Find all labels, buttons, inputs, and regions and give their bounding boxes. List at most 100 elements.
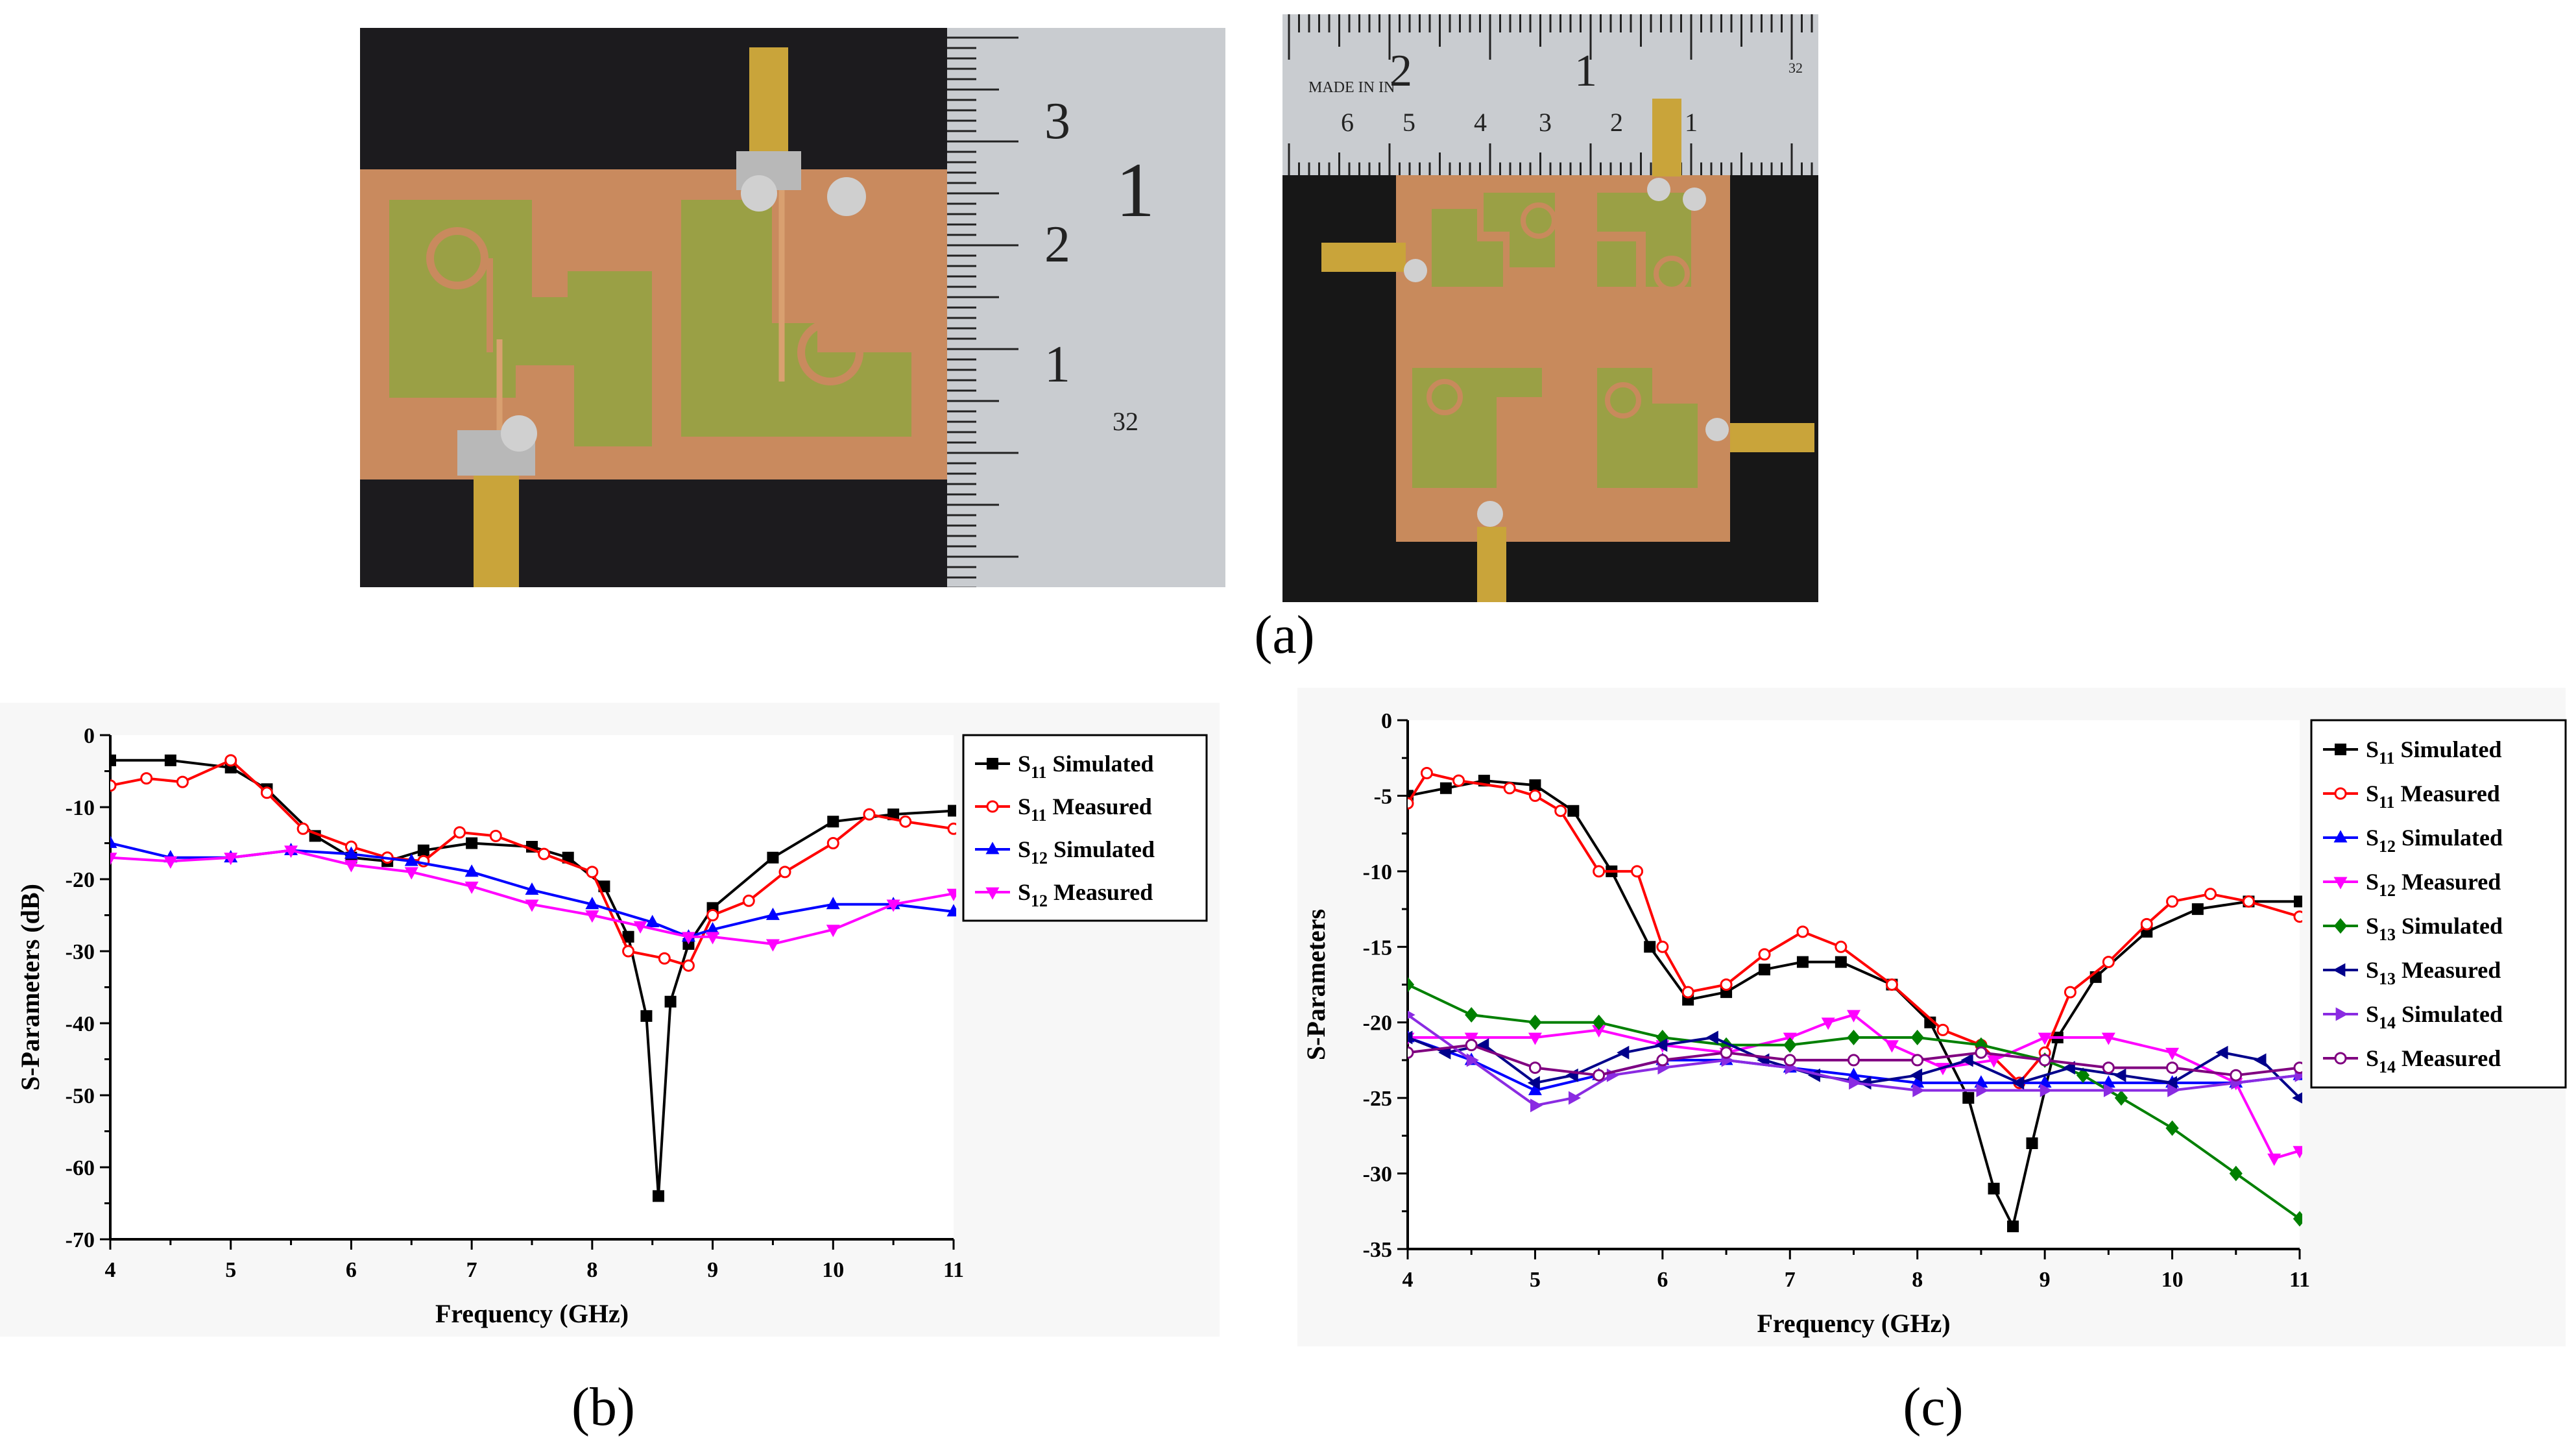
x-axis-label: Frequency (GHz) [435,1299,629,1328]
caption-b: (b) [572,1377,635,1437]
data-point [742,894,755,907]
y-tick-label: -70 [66,1228,95,1252]
photo-four-port-antenna: 2 1 6 5 4 3 2 1 32 MADE IN IN [1282,14,1818,602]
y-axis-label: S-Parameters (dB) [16,884,45,1091]
data-point [466,837,478,849]
data-point [947,822,956,835]
data-point [653,1190,664,1202]
data-point [585,897,599,910]
legend-label: S12 Measured [1018,879,1153,910]
data-point [296,822,309,835]
data-point [140,772,153,785]
data-point [489,829,502,842]
data-point [826,837,839,849]
ruler-number: 3 [1539,108,1552,137]
data-point [538,847,551,860]
data-point [110,779,117,792]
legend: S11 Simulated S11 Measured S12 Simulated S1… [962,734,1208,922]
data-point [176,775,189,788]
x-tick-label: 5 [225,1258,236,1282]
data-point [164,754,176,766]
y-tick-label: -60 [66,1156,95,1180]
data-point [827,816,839,828]
four-port-antenna-illustration: 2 1 6 5 4 3 2 1 32 MADE IN IN [1282,14,1818,602]
data-point [645,914,660,927]
ruler-number: 32 [1788,60,1803,76]
data-point [525,882,539,895]
data-point [899,815,912,828]
data-point [765,939,780,952]
data-point [562,851,574,864]
ruler-number: 3 [1044,93,1070,150]
ruler-number: 2 [1390,46,1412,96]
legend-item: S11 Measured [975,794,1152,825]
data-point [224,853,238,866]
ruler-number: 32 [1113,407,1138,436]
data-point [284,845,298,858]
data-point [706,909,719,921]
x-tick-label: 10 [822,1258,844,1282]
ruler [947,28,1225,587]
ruler-number: 4 [1474,108,1487,137]
data-point [948,805,956,817]
ruler-number: 1 [1044,336,1070,393]
data-point [453,826,466,839]
x-tick-label: 6 [346,1258,357,1282]
data-point [886,899,900,912]
data-point [778,866,791,879]
antenna-element-right [681,200,911,437]
legend-item: S12 Simulated [975,836,1155,868]
x-tick-label: 7 [466,1258,477,1282]
data-point [404,867,418,880]
sma-connector-bottom [1477,527,1506,602]
series-s11-measured [110,754,956,972]
data-point [633,921,647,934]
photo-two-port-antenna: 3 1 2 1 32 [360,28,1225,587]
data-point [658,952,671,965]
y-tick-label: -30 [66,940,95,964]
y-tick-label: 0 [84,724,95,748]
legend-label: S11 Simulated [1018,751,1154,782]
ruler [1282,14,1818,175]
data-point [681,932,695,945]
caption-a: (a) [1254,605,1315,665]
plot-area [110,735,954,1239]
data-point [622,945,635,958]
series-s12-measured [110,845,956,952]
two-port-antenna-illustration: 3 1 2 1 32 [360,28,1225,587]
legend-item: S12 Measured [975,879,1153,910]
x-tick-label: 4 [105,1258,116,1282]
sma-connector-bottom [474,476,519,587]
y-tick-label: -10 [66,796,95,820]
data-point [765,907,780,920]
sma-connector-top [1652,99,1681,176]
data-point [110,853,117,866]
x-tick-label: 9 [707,1258,718,1282]
data-point [706,932,720,945]
data-point [464,881,479,894]
data-point [585,910,599,923]
ruler-number: 5 [1402,108,1415,137]
data-point [404,853,418,866]
x-tick-label: 11 [943,1258,964,1282]
data-point [946,904,956,917]
data-point [682,959,695,972]
data-point [224,754,237,767]
y-tick-label: -50 [66,1084,95,1108]
data-point [260,786,273,799]
data-point [826,925,840,938]
legend-label: S12 Simulated [1018,836,1155,868]
legend-marker [985,842,1000,855]
data-point [417,844,429,856]
caption-c: (c) [1903,1377,1964,1437]
data-point [586,866,599,879]
x-tick-label: 8 [586,1258,597,1282]
data-point [640,1010,653,1022]
ruler-number: 2 [1044,216,1070,273]
legend-box [962,734,1208,922]
series-line [110,849,954,945]
data-point [344,860,358,873]
data-point [826,897,840,910]
data-point [163,856,178,869]
